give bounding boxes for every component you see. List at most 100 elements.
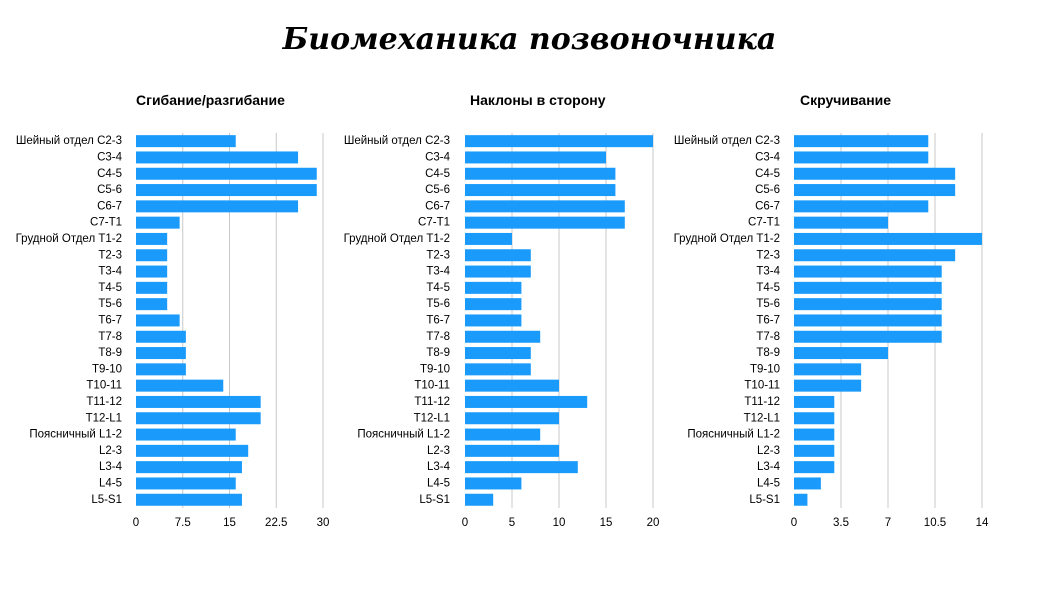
flexion-category-label: L2-3	[99, 445, 122, 457]
rotation-category-label: C4-5	[755, 168, 780, 180]
rotation-category-label: T5-6	[756, 298, 780, 310]
rotation-category-label: T9-10	[750, 363, 780, 375]
flexion-category-label: T9-10	[92, 363, 122, 375]
flexion-tick-label: 7.5	[175, 517, 191, 529]
rotation-category-label: T2-3	[756, 249, 780, 261]
rotation-category-label: C5-6	[755, 184, 780, 196]
flexion-category-label: T4-5	[98, 282, 122, 294]
lateral-category-label: T7-8	[426, 331, 450, 343]
flexion-tick-label: 22.5	[265, 517, 287, 529]
rotation-category-label: T6-7	[756, 314, 780, 326]
flexion-bar	[136, 265, 168, 278]
lateral-bar	[465, 395, 588, 408]
rotation-tick-label: 7	[885, 517, 891, 529]
lateral-bar	[465, 265, 531, 278]
lateral-category-label: T2-3	[426, 249, 450, 261]
lateral-bar	[465, 232, 512, 245]
lateral-category-label: T10-11	[414, 380, 450, 392]
rotation-tick-label: 14	[976, 517, 989, 529]
lateral-tick-label: 5	[509, 517, 515, 529]
rotation-bar	[794, 444, 835, 457]
rotation-category-label: T10-11	[744, 380, 780, 392]
lateral-category-label: T9-10	[420, 363, 450, 375]
flexion-category-label: T12-L1	[86, 412, 122, 424]
flexion-category-label: L3-4	[99, 461, 123, 473]
flexion-bar	[136, 216, 180, 229]
flexion-bar	[136, 298, 168, 311]
flexion-bar	[136, 461, 242, 474]
rotation-bar	[794, 428, 835, 441]
rotation-bar	[794, 461, 835, 474]
rotation-bar	[794, 314, 942, 327]
rotation-bar	[794, 265, 942, 278]
lateral-category-label: T3-4	[426, 266, 450, 278]
flexion-bar	[136, 184, 317, 197]
rotation-category-label: T4-5	[756, 282, 780, 294]
rotation-bar	[794, 184, 956, 197]
flexion-category-label: C5-6	[97, 184, 122, 196]
lateral-bar	[465, 461, 578, 474]
lateral-category-label: Грудной Отдел T1-2	[344, 233, 450, 245]
chart-title-flexion: Сгибание/разгибание	[136, 92, 285, 108]
rotation-bar	[794, 395, 835, 408]
rotation-category-label: Шейный отдел C2-3	[674, 135, 780, 147]
rotation-category-label: Грудной Отдел T1-2	[674, 233, 780, 245]
flexion-bar	[136, 347, 186, 360]
flexion-category-label: T11-12	[86, 396, 122, 408]
flexion-category-label: T3-4	[98, 266, 122, 278]
flexion-category-label: Грудной Отдел T1-2	[16, 233, 122, 245]
lateral-bar	[465, 444, 559, 457]
flexion-bar	[136, 281, 168, 294]
flexion-category-label: C6-7	[97, 200, 122, 212]
lateral-bar	[465, 216, 625, 229]
rotation-bar	[794, 200, 929, 213]
lateral-category-label: T6-7	[426, 314, 450, 326]
flexion-category-label: T5-6	[98, 298, 122, 310]
flexion-category-label: C4-5	[97, 168, 122, 180]
lateral-category-label: C6-7	[425, 200, 450, 212]
rotation-bar	[794, 151, 929, 164]
flexion-category-label: Поясничный L1-2	[29, 429, 122, 441]
lateral-bar	[465, 135, 653, 148]
rotation-bar	[794, 298, 942, 311]
flexion-category-label: T10-11	[86, 380, 122, 392]
flexion-bar	[136, 363, 186, 376]
lateral-category-label: Поясничный L1-2	[357, 429, 450, 441]
flexion-bar	[136, 395, 261, 408]
flexion-category-label: L5-S1	[91, 494, 122, 506]
lateral-category-label: C7-T1	[418, 217, 450, 229]
rotation-bar	[794, 493, 808, 506]
lateral-tick-label: 15	[600, 517, 613, 529]
lateral-bar	[465, 347, 531, 360]
lateral-category-label: L3-4	[427, 461, 451, 473]
lateral-bar	[465, 298, 522, 311]
lateral-category-label: T12-L1	[414, 412, 450, 424]
flexion-category-label: T8-9	[98, 347, 122, 359]
flexion-bar	[136, 151, 299, 164]
rotation-bar	[794, 347, 888, 360]
flexion-bar	[136, 428, 236, 441]
lateral-category-label: Шейный отдел C2-3	[344, 135, 450, 147]
flexion-bar	[136, 232, 168, 245]
lateral-bar	[465, 314, 522, 327]
chart-title-lateral-bending: Наклоны в сторону	[470, 92, 606, 108]
flexion-bar	[136, 135, 236, 148]
lateral-bar	[465, 330, 541, 343]
rotation-tick-label: 0	[791, 517, 797, 529]
rotation-bar	[794, 135, 929, 148]
flexion-category-label: C3-4	[97, 151, 123, 163]
rotation-category-label: L5-S1	[749, 494, 780, 506]
flexion-bar	[136, 444, 249, 457]
rotation-category-label: L2-3	[757, 445, 780, 457]
flexion-category-label: C7-T1	[90, 217, 122, 229]
chart-title-rotation: Скручивание	[800, 92, 892, 108]
lateral-category-label: C5-6	[425, 184, 450, 196]
rotation-tick-label: 3.5	[833, 517, 849, 529]
rotation-category-label: L3-4	[757, 461, 781, 473]
rotation-bar	[794, 363, 862, 376]
rotation-bar	[794, 232, 982, 245]
lateral-category-label: L4-5	[427, 477, 450, 489]
rotation-bar	[794, 249, 956, 262]
lateral-category-label: T8-9	[426, 347, 450, 359]
